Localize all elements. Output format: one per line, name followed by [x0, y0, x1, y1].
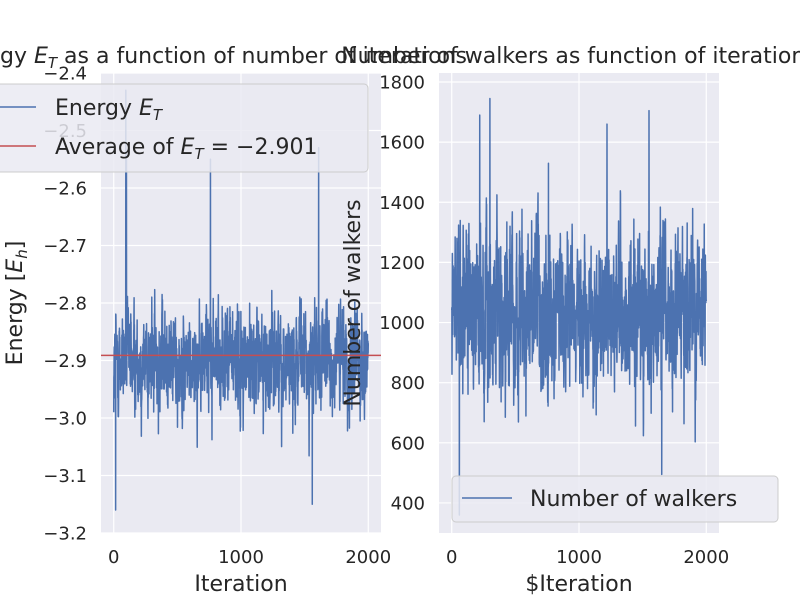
y-tick-label: 1200: [379, 253, 425, 274]
walkers-series-line: [450, 97, 708, 516]
x-tick-label: 1000: [218, 547, 264, 568]
energy-legend: Energy ET Average of ET = −2.901: [0, 83, 369, 173]
y-tick-label: 1000: [379, 313, 425, 334]
energy-series-line: [112, 89, 370, 511]
legend-entry: Number of walkers: [530, 487, 737, 512]
x-tick-label: 2000: [683, 547, 729, 568]
legend-box: [0, 83, 369, 173]
walkers-legend: Number of walkers: [451, 475, 779, 523]
y-tick-label: −3.1: [43, 466, 87, 487]
walkers-y-axis-label: Number of walkers: [341, 199, 366, 406]
y-tick-label: 1600: [379, 133, 425, 154]
y-tick-label: 1800: [379, 73, 425, 94]
energy-y-axis-label: Energy [Eh]: [3, 241, 31, 366]
x-tick-label: 0: [108, 547, 119, 568]
walkers-chart-title: Number of walkers as function of iterati…: [341, 44, 800, 69]
legend-box: [451, 475, 779, 523]
x-tick-label: 2000: [345, 547, 391, 568]
y-tick-label: −2.4: [43, 64, 87, 85]
walkers-ticks: 0 1000 2000 400 600 800 1000 1200 1400 1600 1800: [379, 73, 729, 568]
y-tick-label: 400: [391, 493, 425, 514]
energy-chart-title: gy ET as a function of number of iterati…: [0, 44, 467, 72]
legend-entry: Average of ET = −2.901: [55, 135, 317, 163]
energy-axes: 0 1000 2000 −3.2 −3.1 −3.0 −2.9 −2.8 −2.7 −2.6 −2.…: [0, 44, 467, 597]
energy-x-axis-label: Iteration: [194, 572, 287, 597]
y-tick-label: 1400: [379, 193, 425, 214]
y-tick-label: 600: [391, 433, 425, 454]
walkers-axes: 0 1000 2000 400 600 800 1000 1200 1400 1600 1800 N…: [341, 44, 800, 597]
x-tick-label: 0: [446, 547, 457, 568]
y-tick-label: −3.0: [43, 409, 87, 430]
y-tick-label: −2.9: [43, 351, 87, 372]
y-tick-label: −2.7: [43, 236, 87, 257]
walkers-x-axis-label: $Iteration: [525, 572, 632, 597]
y-tick-label: −2.6: [43, 179, 87, 200]
x-tick-label: 1000: [556, 547, 602, 568]
y-tick-label: 800: [391, 373, 425, 394]
y-tick-label: −3.2: [43, 524, 87, 545]
y-tick-label: −2.8: [43, 294, 87, 315]
legend-entry: Energy ET: [55, 96, 164, 124]
